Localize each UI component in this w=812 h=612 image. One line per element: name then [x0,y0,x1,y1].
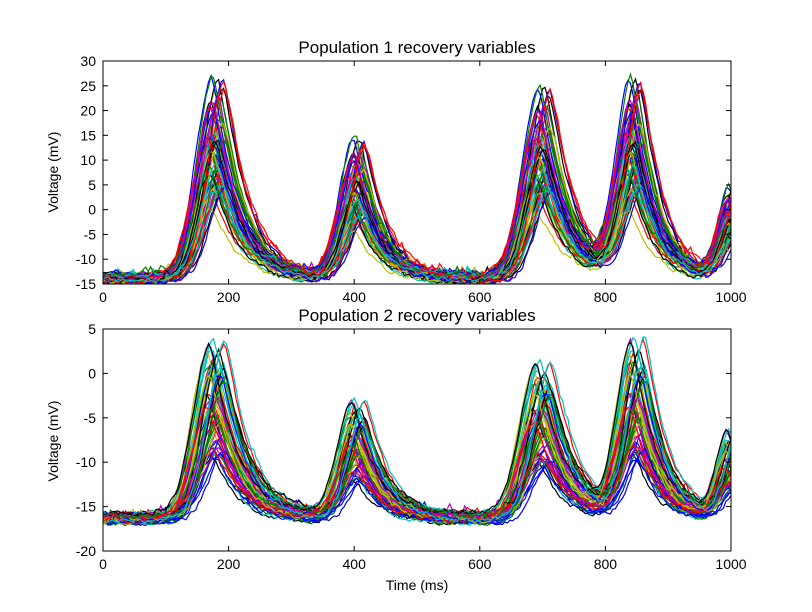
x-tick-label: 1000 [715,556,746,572]
panel-1-ylabel: Voltage (mV) [45,132,61,213]
y-tick-label: -10 [76,251,96,267]
y-tick-label: 5 [88,321,96,337]
panel-1-frame [102,60,732,285]
panel-2-series [103,336,731,527]
x-tick-label: 600 [468,289,492,305]
x-tick-label: 800 [594,289,618,305]
y-tick-label: -5 [84,226,97,242]
y-tick-label: 0 [88,365,96,381]
y-tick-label: 10 [80,152,96,168]
x-tick-label: 0 [99,556,107,572]
series-line [103,406,731,525]
y-tick-label: -10 [76,454,96,470]
panel-population-1: Population 1 recovery variables Voltage … [45,38,747,305]
y-tick-label: -20 [76,543,96,559]
series-line [103,183,731,278]
y-tick-label: 15 [80,127,96,143]
x-tick-label: 800 [594,556,618,572]
x-tick-label: 600 [468,556,492,572]
series-line [103,365,731,524]
panel-population-2: Population 2 recovery variables Voltage … [45,306,747,593]
panel-2-title: Population 2 recovery variables [298,306,535,325]
x-tick-label: 1000 [715,289,746,305]
panel-2-frame [102,328,732,552]
panel-1-title: Population 1 recovery variables [298,38,535,57]
panel-2-ylabel: Voltage (mV) [45,401,61,482]
series-line [103,380,731,519]
series-line [103,184,731,284]
x-tick-label: 200 [217,556,241,572]
x-tick-label: 200 [217,289,241,305]
series-line [103,446,731,518]
x-tick-label: 0 [99,289,107,305]
series-line [103,365,731,517]
y-tick-label: -15 [76,276,96,292]
y-tick-label: 5 [88,177,96,193]
series-line [103,131,731,283]
series-line [103,162,731,283]
y-tick-label: 0 [88,202,96,218]
x-tick-label: 400 [343,289,367,305]
y-tick-label: -15 [76,499,96,515]
panel-2-xlabel: Time (ms) [386,577,448,593]
panel-2-ticks: 0 200 400 600 800 1000 -20 -15 -10 -5 0 5 [76,321,747,572]
y-tick-label: -5 [84,410,97,426]
series-line [103,79,731,284]
series-line [103,129,731,283]
y-tick-label: 20 [80,103,96,119]
series-line [103,194,731,282]
x-tick-label: 400 [343,556,367,572]
y-tick-label: 30 [80,53,96,69]
series-line [103,138,731,283]
panel-1-series [103,72,731,284]
panel-1-ticks: 0 200 400 600 800 1000 -15 -10 -5 0 5 10 15 20 25 30 [76,53,747,305]
y-tick-label: 25 [80,78,96,94]
